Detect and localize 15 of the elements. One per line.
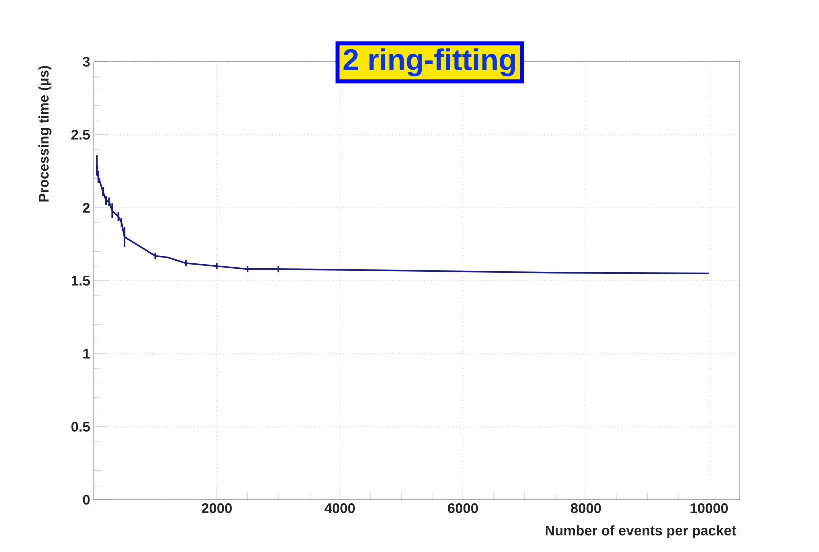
y-tick-label: 0.5 bbox=[72, 422, 90, 432]
y-axis-title: Processing time (μs) bbox=[38, 66, 52, 202]
x-axis-title: Number of events per packet bbox=[546, 526, 736, 538]
y-tick-label: 2 bbox=[83, 203, 90, 213]
y-tick-label: 2.5 bbox=[72, 130, 90, 140]
y-tick-label: 1 bbox=[84, 349, 90, 359]
y-tick-label: 1.5 bbox=[72, 276, 90, 286]
x-tick-label: 10000 bbox=[690, 503, 728, 514]
x-tick-label: 4000 bbox=[324, 503, 356, 514]
x-tick-label: 6000 bbox=[448, 503, 478, 514]
chart-title: 2 ring-fitting bbox=[344, 48, 516, 77]
x-tick-label: 8000 bbox=[571, 503, 602, 514]
x-tick-label: 2000 bbox=[202, 503, 232, 514]
y-tick-label: 0 bbox=[83, 495, 90, 505]
y-tick-label: 3 bbox=[83, 57, 90, 67]
